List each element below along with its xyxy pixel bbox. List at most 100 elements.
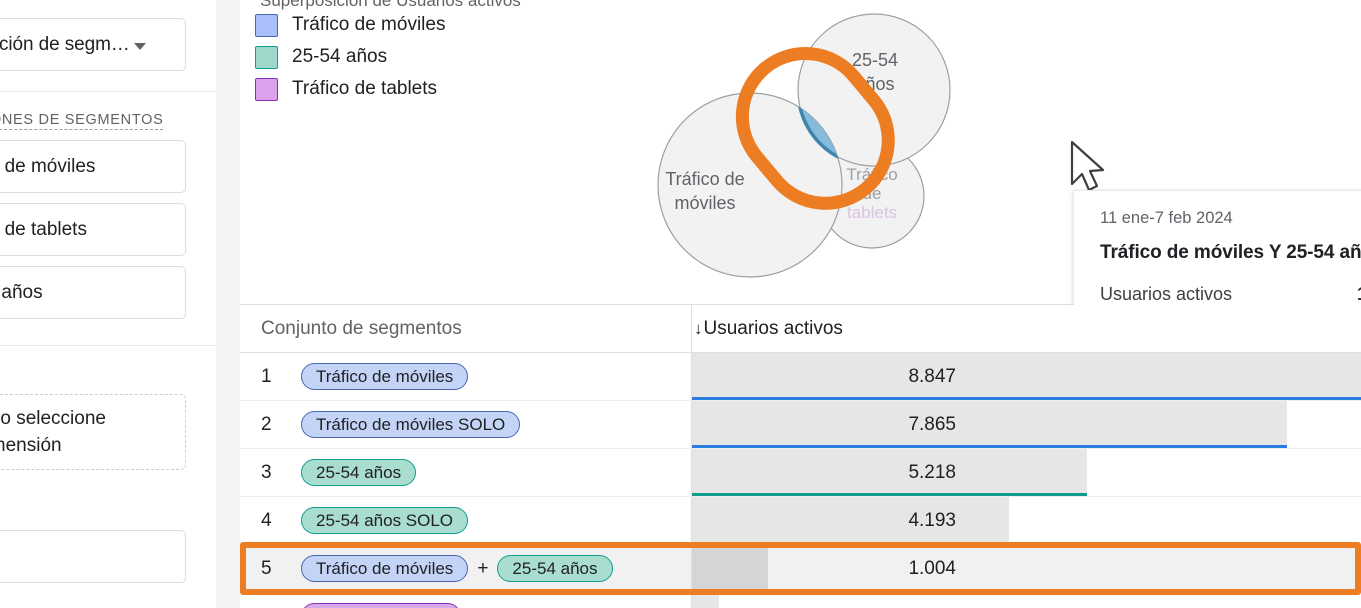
row-number: 3 bbox=[261, 461, 272, 483]
legend-swatch-mobile bbox=[255, 13, 278, 37]
metric-value: 1.004 bbox=[908, 557, 956, 579]
table-cell-segment: 3 25-54 años bbox=[240, 449, 691, 496]
svg-text:tablets: tablets bbox=[847, 203, 897, 222]
tooltip-metric-label: Usuarios activos bbox=[1100, 284, 1233, 304]
table-cell-metric: 4.193 bbox=[691, 497, 1361, 544]
metric-value bbox=[692, 593, 962, 608]
segments-section-heading: CIONES DE SEGMENTOS bbox=[0, 112, 164, 130]
chart-legend: Tráfico de móviles 25-54 años Tráfico de… bbox=[255, 9, 445, 105]
metric-bar bbox=[692, 401, 1287, 448]
metric-value: 5.218 bbox=[908, 461, 956, 483]
table-cell-metric: 5.218 bbox=[691, 449, 1361, 496]
segment-chip[interactable]: 25-54 años SOLO bbox=[301, 507, 469, 534]
row-number: 1 bbox=[261, 365, 272, 387]
metric-heading-wrap: AL bbox=[0, 496, 216, 530]
venn-label-mobile: Tráfico de bbox=[665, 169, 744, 189]
row-number: 2 bbox=[261, 413, 272, 435]
legend-label-tablet: Tráfico de tablets bbox=[292, 78, 438, 99]
legend-swatch-age bbox=[255, 45, 278, 69]
metric-bar-underline bbox=[692, 493, 1087, 496]
table-cell-segment: 6Tráfico de tablets bbox=[240, 593, 691, 608]
legend-item-mobile[interactable]: Tráfico de móviles bbox=[255, 9, 445, 41]
table-cell-metric: 8.847 bbox=[691, 353, 1361, 400]
dimension-dropzone[interactable]: lte o seleccione dimensión bbox=[0, 394, 186, 470]
segment-chip[interactable]: Tráfico de móviles bbox=[301, 363, 469, 390]
metric-value: 8.847 bbox=[908, 365, 956, 387]
segments-heading-wrap: CIONES DE SEGMENTOS bbox=[0, 106, 216, 140]
chip-separator: + bbox=[477, 557, 489, 579]
table-row[interactable]: 5 Tráfico de móviles +25-54 años 1.004 bbox=[240, 542, 1361, 595]
svg-text:móviles: móviles bbox=[674, 193, 735, 213]
segment-chip[interactable]: Tráfico de tablets bbox=[301, 603, 461, 608]
metric-value: 4.193 bbox=[908, 509, 956, 531]
left-sidebar: osición de segm… CIONES DE SEGMENTOS ico… bbox=[0, 0, 216, 608]
table-header-metric[interactable]: ↓ Usuarios activos bbox=[691, 304, 1361, 353]
table-cell-metric: 1.004 bbox=[691, 545, 1361, 592]
sidebar-comparison-section: osición de segm… bbox=[0, 0, 216, 92]
sidebar-metric-section: AL bbox=[0, 486, 216, 599]
table-row[interactable]: 1 Tráfico de móviles 8.847 bbox=[240, 353, 1361, 401]
table-header-metric-label: Usuarios activos bbox=[703, 317, 843, 339]
legend-item-age[interactable]: 25-54 años bbox=[255, 41, 445, 73]
main-panel: Superposición de Usuarios activos Tráfic… bbox=[240, 0, 1361, 608]
venn-circle-age bbox=[797, 13, 951, 167]
metric-bar-underline bbox=[692, 397, 1361, 400]
metric-bar bbox=[692, 593, 719, 608]
metric-bar bbox=[692, 545, 768, 592]
table-row[interactable]: 3 25-54 años 5.218 bbox=[240, 449, 1361, 497]
table-body: 1 Tráfico de móviles 8.847 2 Tráfico de móvi… bbox=[240, 353, 1361, 608]
metric-bar bbox=[692, 353, 1361, 400]
table-cell-segment: 2 Tráfico de móviles SOLO bbox=[240, 401, 691, 448]
table-row[interactable]: 2 Tráfico de móviles SOLO 7.865 bbox=[240, 401, 1361, 449]
venn-diagram[interactable]: Tráfico de tablets 25-54 años Tráfico de… bbox=[240, 0, 1000, 305]
sidebar-segment-item-mobile-label: ico de móviles bbox=[0, 155, 96, 177]
legend-item-tablet[interactable]: Tráfico de tablets bbox=[255, 73, 445, 105]
row-number: 5 bbox=[261, 557, 272, 579]
legend-swatch-tablet bbox=[255, 77, 278, 101]
table-cell-metric bbox=[691, 593, 1361, 608]
metric-bar-underline bbox=[692, 445, 1287, 448]
row-number: 6 bbox=[261, 606, 301, 608]
sidebar-segment-item-tablet-label: ico de tablets bbox=[0, 218, 87, 240]
metric-bar bbox=[692, 449, 1087, 496]
table-row[interactable]: 4 25-54 años SOLO 4.193 bbox=[240, 497, 1361, 545]
sidebar-segment-item-age[interactable]: 54 años bbox=[0, 266, 186, 319]
tooltip-metric-value: 1 mil bbox=[1357, 284, 1361, 305]
sidebar-rows-section: FILAS bbox=[0, 599, 216, 608]
segment-chip[interactable]: Tráfico de móviles bbox=[301, 555, 469, 582]
chevron-down-icon bbox=[133, 42, 146, 50]
metric-bar bbox=[692, 497, 1010, 544]
segment-chip[interactable]: 25-54 años bbox=[497, 555, 613, 582]
dimension-dropzone-line1: lte o seleccione bbox=[0, 408, 106, 429]
mouse-cursor-icon bbox=[1068, 140, 1108, 201]
sidebar-segment-item-age-label: 54 años bbox=[0, 281, 43, 303]
sidebar-dimensions-section: S lte o seleccione dimensión bbox=[0, 346, 216, 486]
segment-overlap-dropdown[interactable]: osición de segm… bbox=[0, 18, 186, 71]
sort-descending-icon: ↓ bbox=[694, 318, 703, 338]
table-row[interactable]: 6Tráfico de tablets bbox=[240, 593, 1361, 608]
sidebar-segment-item-mobile[interactable]: ico de móviles bbox=[0, 140, 186, 193]
sidebar-segments-section: CIONES DE SEGMENTOS ico de móviles ico d… bbox=[0, 92, 216, 346]
segment-chip[interactable]: Tráfico de móviles SOLO bbox=[301, 411, 521, 438]
overlap-chart-card: Superposición de Usuarios activos Tráfic… bbox=[240, 0, 1361, 337]
legend-label-age: 25-54 años bbox=[292, 46, 388, 67]
venn-label-age: 25-54 bbox=[852, 50, 898, 70]
segment-overlap-dropdown-label: osición de segm… bbox=[0, 33, 130, 55]
table-header-segment[interactable]: Conjunto de segmentos bbox=[261, 317, 462, 339]
dimension-dropzone-line2: dimensión bbox=[0, 435, 62, 456]
segment-chip[interactable]: 25-54 años bbox=[301, 459, 417, 486]
sidebar-segment-item-tablet[interactable]: ico de tablets bbox=[0, 203, 186, 256]
legend-label-mobile: Tráfico de móviles bbox=[292, 14, 446, 35]
table-cell-metric: 7.865 bbox=[691, 401, 1361, 448]
metric-input[interactable] bbox=[0, 530, 186, 583]
tooltip-title: Tráfico de móviles Y 25-54 años bbox=[1100, 242, 1361, 263]
table-header-row: Conjunto de segmentos ↓ Usuarios activos bbox=[240, 304, 1361, 353]
tooltip-date-range: 11 ene-7 feb 2024 bbox=[1100, 209, 1233, 227]
table-cell-segment: 5 Tráfico de móviles +25-54 años bbox=[240, 545, 691, 592]
table-cell-segment: 4 25-54 años SOLO bbox=[240, 497, 691, 544]
segments-table: Conjunto de segmentos ↓ Usuarios activos… bbox=[240, 304, 1361, 608]
dimensions-heading-wrap: S bbox=[0, 360, 216, 394]
chart-title: Superposición de Usuarios activos bbox=[260, 0, 521, 10]
metric-value: 7.865 bbox=[908, 413, 956, 435]
